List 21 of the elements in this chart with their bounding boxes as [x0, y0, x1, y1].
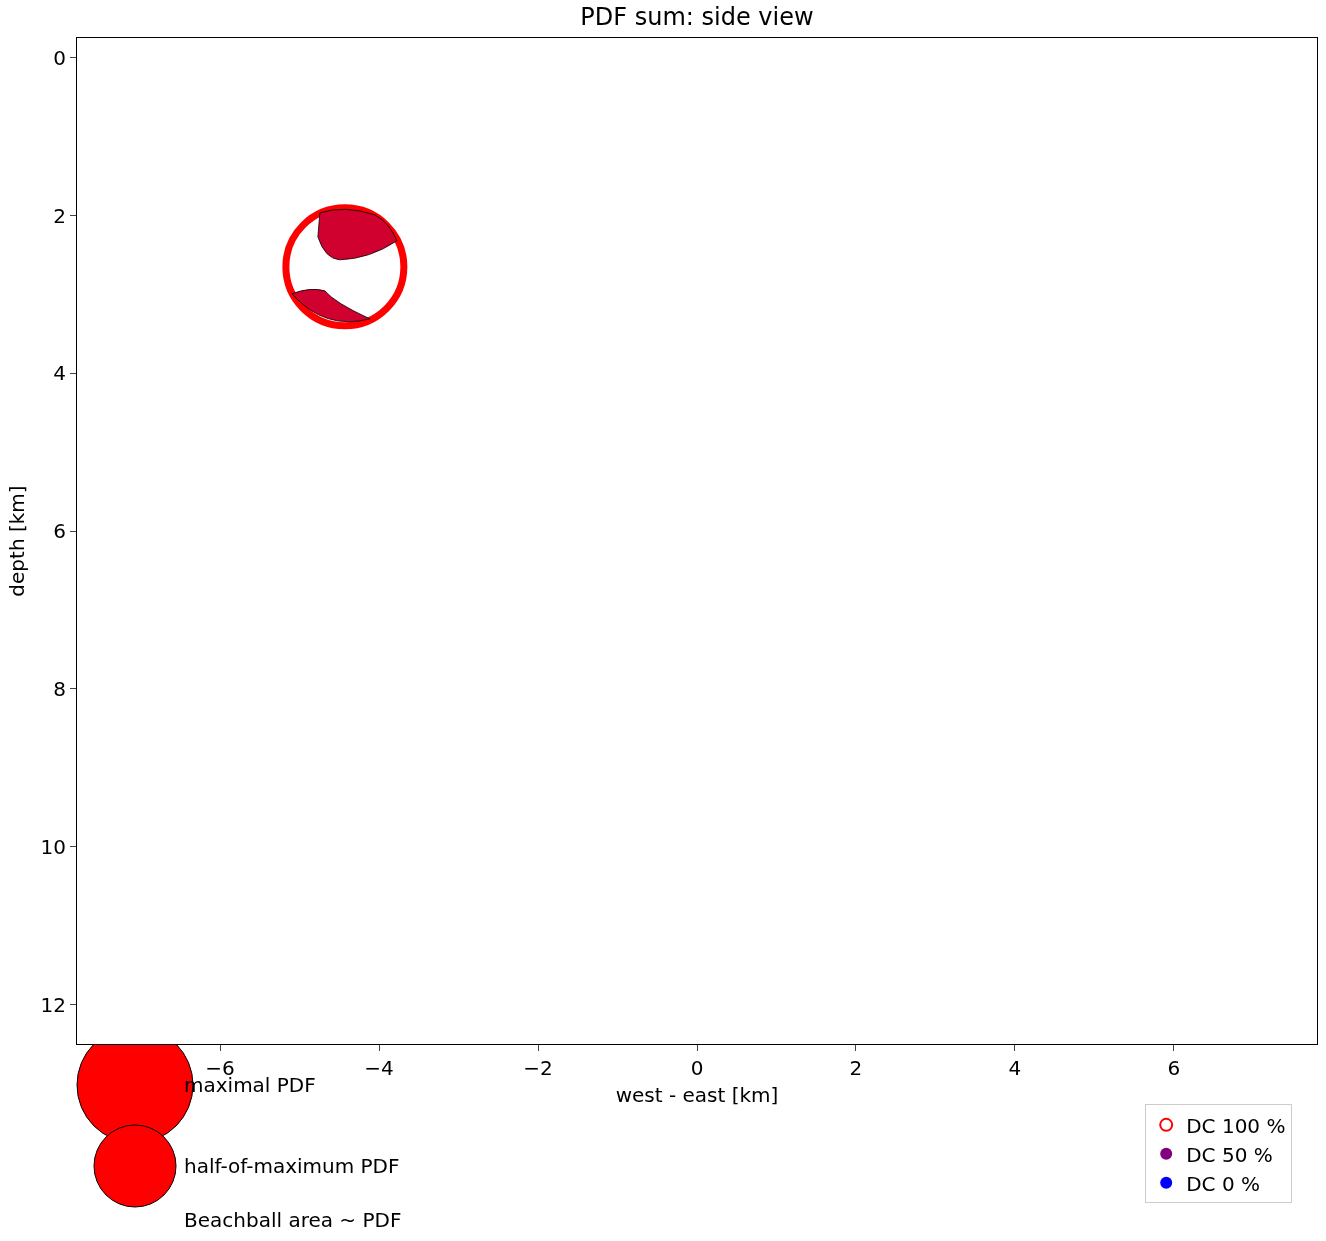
y-tick-label: 0 [53, 45, 66, 70]
legend-label: DC 50 % [1186, 1142, 1273, 1167]
y-tick-label: 12 [40, 992, 66, 1017]
y-tick-label: 6 [53, 519, 66, 544]
x-tick-label: 2 [849, 1056, 863, 1080]
x-tick-label: 0 [690, 1056, 704, 1080]
x-tick-label: 4 [1008, 1056, 1022, 1080]
y-tick-label: 10 [40, 834, 66, 859]
legend-label: DC 100 % [1186, 1113, 1286, 1138]
text: half-of-maximum PDF [184, 1154, 400, 1178]
x-tick-label: −4 [364, 1056, 394, 1080]
legend-label: DC 0 % [1186, 1171, 1261, 1196]
x-tick-label: −2 [523, 1056, 553, 1080]
y-tick-label: 2 [53, 203, 66, 228]
text: Beachball area ~ PDF [184, 1208, 402, 1232]
chart-title: PDF sum: side view [580, 2, 814, 31]
x-axis-title: west - east [km] [615, 1082, 779, 1107]
y-axis-title: depth [km] [5, 485, 30, 597]
y-tick-label: 4 [53, 361, 66, 386]
y-tick-label: 8 [53, 676, 66, 701]
x-tick-label: 6 [1167, 1056, 1181, 1080]
